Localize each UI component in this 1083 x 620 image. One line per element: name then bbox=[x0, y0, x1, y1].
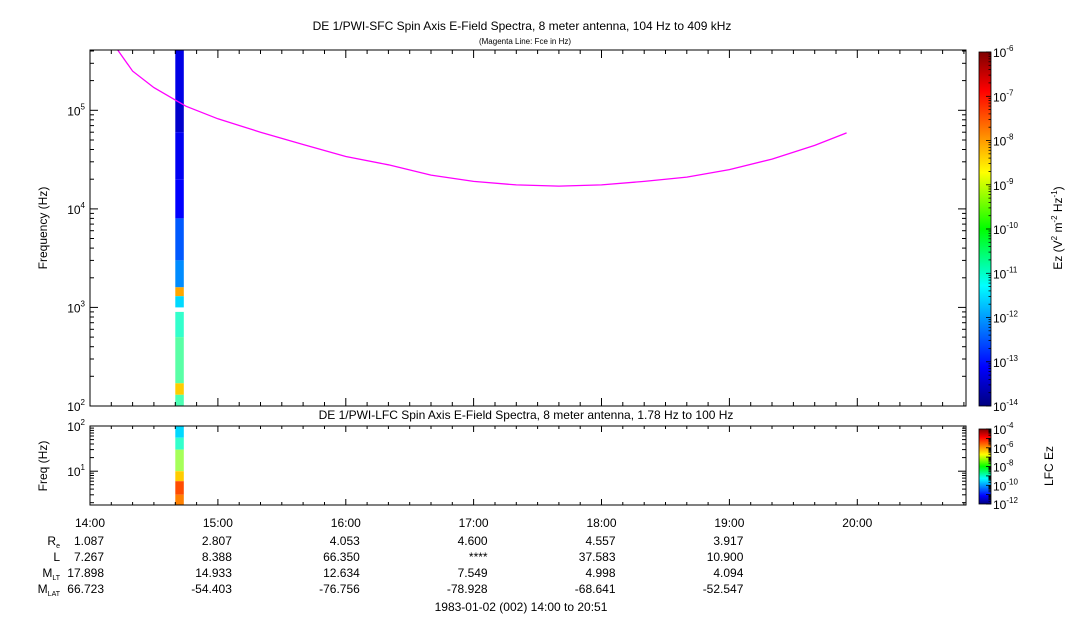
ephemeris-value: 17.898 bbox=[67, 566, 104, 580]
y-tick-label: 101 bbox=[67, 463, 85, 479]
heatmap-cell bbox=[175, 296, 184, 308]
time-range-footer: 1983-01-02 (002) 14:00 to 20:51 bbox=[435, 600, 608, 614]
time-tick-label: 20:00 bbox=[842, 516, 872, 530]
ephemeris-value: -76.756 bbox=[319, 582, 360, 596]
heatmap-cell bbox=[175, 218, 184, 261]
colorbar-tick-label: 10-11 bbox=[993, 265, 1018, 281]
time-tick-label: 18:00 bbox=[586, 516, 616, 530]
ephemeris-value: 12.634 bbox=[323, 566, 360, 580]
time-tick-label: 15:00 bbox=[203, 516, 233, 530]
ephemeris-value: 7.549 bbox=[458, 566, 488, 580]
heatmap-cell bbox=[175, 337, 184, 384]
ephemeris-value: 4.998 bbox=[585, 566, 615, 580]
top-xaxis-ticks bbox=[89, 50, 965, 406]
heatmap-cell bbox=[175, 102, 184, 133]
colorbar-tick-label: 10-6 bbox=[993, 440, 1014, 456]
bottom-colorbar-ticks: 10-4 10-6 10-8 10-10 10-12 bbox=[986, 421, 1018, 512]
heatmap-cell bbox=[175, 481, 184, 495]
ephemeris-value: 4.094 bbox=[713, 566, 743, 580]
top-chart-title: DE 1/PWI-SFC Spin Axis E-Field Spectra, … bbox=[313, 19, 732, 33]
colorbar-tick-label: 10-7 bbox=[993, 88, 1014, 104]
ephemeris-row-label: Re bbox=[47, 534, 60, 550]
bottom-chart-title: DE 1/PWI-LFC Spin Axis E-Field Spectra, … bbox=[319, 408, 734, 422]
colorbar-tick-label: 10-12 bbox=[993, 310, 1018, 326]
heatmap-cell bbox=[175, 287, 184, 297]
time-tick-label: 17:00 bbox=[459, 516, 489, 530]
ephemeris-value: 2.807 bbox=[202, 534, 232, 548]
top-heatmap-cells bbox=[175, 50, 184, 406]
heatmap-cell bbox=[175, 394, 184, 406]
ephemeris-value: 3.917 bbox=[713, 534, 743, 548]
ephemeris-table: Re 1.087 2.807 4.053 4.600 4.557 3.917 L 7.267 8.… bbox=[38, 534, 744, 598]
colorbar-tick-label: 10-9 bbox=[993, 177, 1014, 193]
ephemeris-row-label: MLAT bbox=[38, 582, 61, 598]
ephemeris-row-label: L bbox=[53, 550, 60, 564]
ephemeris-value: 4.053 bbox=[330, 534, 360, 548]
ephemeris-value: 66.723 bbox=[67, 582, 104, 596]
time-tick-label: 19:00 bbox=[714, 516, 744, 530]
heatmap-cell bbox=[175, 426, 184, 438]
top-colorbar-ticks: 10-6 10-7 10-8 10-9 10-10 10-11 10-12 10-13 10-1… bbox=[986, 44, 1018, 414]
heatmap-cell bbox=[175, 449, 184, 472]
y-tick-label: 102 bbox=[67, 398, 85, 414]
ephemeris-value: 8.388 bbox=[202, 550, 232, 564]
ephemeris-value: 4.600 bbox=[458, 534, 488, 548]
top-yaxis-ticks: 102 103 104 105 bbox=[67, 50, 966, 414]
time-tick-label: 14:00 bbox=[75, 516, 105, 530]
colorbar-tick-label: 10-8 bbox=[993, 459, 1014, 475]
heatmap-cell bbox=[175, 179, 184, 219]
heatmap-cell bbox=[175, 471, 184, 482]
heatmap-cell bbox=[175, 383, 184, 395]
bottom-xaxis-ticks bbox=[89, 426, 965, 505]
ephemeris-value: 10.900 bbox=[707, 550, 744, 564]
top-plot-frame bbox=[89, 49, 967, 407]
heatmap-cell bbox=[175, 311, 184, 338]
ephemeris-value: -54.403 bbox=[191, 582, 232, 596]
ephemeris-value: 4.557 bbox=[585, 534, 615, 548]
ephemeris-value: 14.933 bbox=[195, 566, 232, 580]
ephemeris-value: -52.547 bbox=[703, 582, 744, 596]
bottom-colorbar-label: LFC Ez bbox=[1042, 446, 1056, 486]
top-chart-subtitle: (Magenta Line: Fce in Hz) bbox=[479, 37, 571, 46]
bottom-yaxis-ticks: 101 102 bbox=[67, 418, 966, 504]
ephemeris-value: -78.928 bbox=[447, 582, 488, 596]
ephemeris-value: 1.087 bbox=[74, 534, 104, 548]
colorbar-tick-label: 10-4 bbox=[993, 421, 1014, 437]
heatmap-cell bbox=[175, 50, 184, 103]
top-colorbar-label: Ez (V2 m-2 Hz-1) bbox=[1050, 186, 1065, 269]
y-tick-label: 105 bbox=[67, 102, 85, 118]
colorbar-tick-label: 10-12 bbox=[993, 496, 1018, 512]
colorbar-tick-label: 10-10 bbox=[993, 221, 1018, 237]
ephemeris-value: 7.267 bbox=[74, 550, 104, 564]
ephemeris-value: **** bbox=[469, 550, 488, 564]
y-tick-label: 103 bbox=[67, 299, 85, 315]
fce-line bbox=[117, 49, 847, 187]
colorbar-tick-label: 10-10 bbox=[993, 477, 1018, 493]
ephemeris-value: 37.583 bbox=[579, 550, 616, 564]
colorbar-tick-label: 10-6 bbox=[993, 44, 1014, 60]
top-yaxis-label: Frequency (Hz) bbox=[36, 187, 50, 270]
colorbar-tick-label: 10-13 bbox=[993, 354, 1018, 370]
bottom-plot-frame bbox=[89, 425, 967, 506]
bottom-yaxis-label: Freq (Hz) bbox=[36, 441, 50, 492]
ephemeris-value: -68.641 bbox=[575, 582, 616, 596]
bottom-heatmap-cells bbox=[175, 426, 184, 505]
time-tick-labels: 14:00 15:00 16:00 17:00 18:00 19:00 20:00 bbox=[75, 516, 873, 530]
heatmap-cell bbox=[175, 132, 184, 180]
colorbar-tick-label: 10-14 bbox=[993, 398, 1018, 414]
y-tick-label: 104 bbox=[67, 201, 85, 217]
colorbar-tick-label: 10-8 bbox=[993, 133, 1014, 149]
ephemeris-row-label: MLT bbox=[42, 566, 60, 582]
time-tick-label: 16:00 bbox=[331, 516, 361, 530]
ephemeris-value: 66.350 bbox=[323, 550, 360, 564]
heatmap-cell bbox=[175, 260, 184, 288]
heatmap-cell bbox=[175, 437, 184, 450]
heatmap-cell bbox=[175, 494, 184, 505]
y-tick-label: 102 bbox=[67, 418, 85, 434]
